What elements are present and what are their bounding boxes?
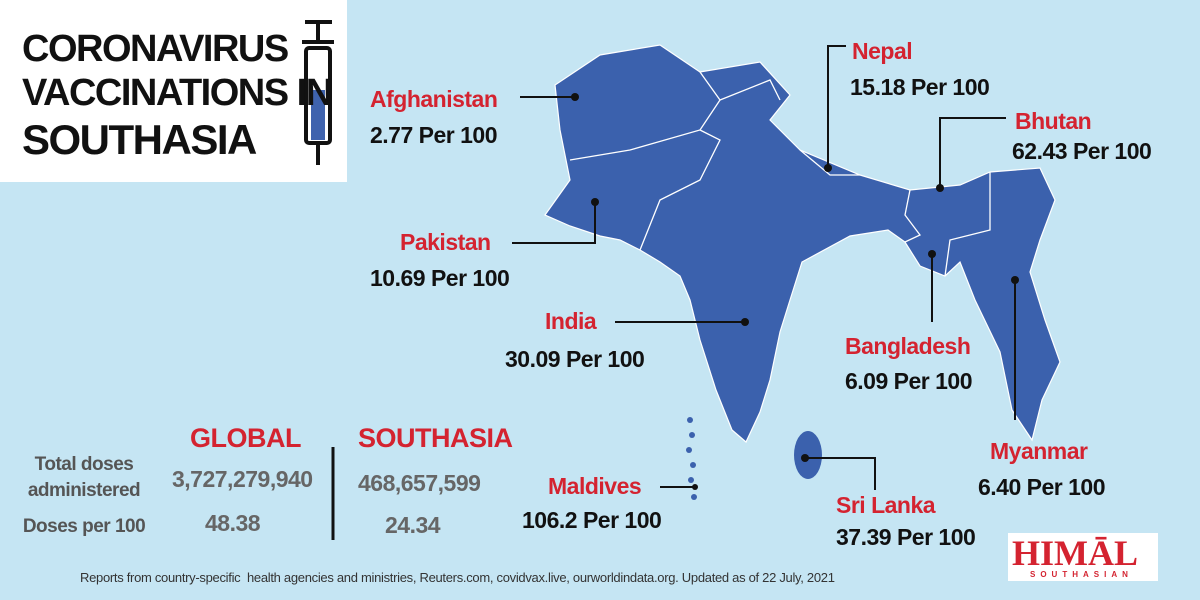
country-name: Bangladesh — [845, 333, 971, 359]
cell-value: 3,727,279,940 — [172, 466, 313, 492]
country-value: 2.77 Per 100 — [370, 122, 498, 148]
logo-name: HIMĀL — [1012, 533, 1138, 573]
title-line: CORONAVIRUS — [22, 28, 289, 70]
logo-box — [1008, 533, 1158, 581]
footer-note: Reports from country-specific health age… — [80, 570, 835, 585]
country-name: Maldives — [548, 473, 642, 499]
country-value: 106.2 Per 100 — [522, 507, 662, 533]
country-name: Bhutan — [1015, 108, 1092, 134]
maldives-islands — [686, 417, 697, 500]
country-value: 30.09 Per 100 — [505, 346, 645, 372]
cell-value: 468,657,599 — [358, 470, 481, 496]
cell-value: 24.34 — [385, 512, 441, 538]
country-value: 10.69 Per 100 — [370, 265, 510, 291]
country-name: Myanmar — [990, 438, 1088, 464]
country-value: 37.39 Per 100 — [836, 524, 976, 550]
country-value: 6.40 Per 100 — [978, 474, 1106, 500]
title-line: SOUTHASIA — [22, 116, 257, 163]
title-box — [0, 0, 347, 182]
row-label: Doses per 100 — [22, 516, 146, 537]
borders — [569, 71, 991, 277]
country-value: 15.18 Per 100 — [850, 74, 990, 100]
cell-value: 48.38 — [205, 510, 261, 536]
table-header: SOUTHASIA — [358, 423, 513, 453]
row-label: Total doses administered — [27, 454, 141, 501]
country-value: 62.43 Per 100 — [1012, 138, 1152, 164]
leader-lines — [512, 45, 1016, 490]
title-line: VACCINATIONS IN — [22, 72, 333, 114]
country-name: Pakistan — [400, 229, 491, 255]
syringe-icon — [302, 20, 334, 165]
country-name: Afghanistan — [370, 86, 498, 112]
country-name: Nepal — [852, 38, 913, 64]
south-asia-land — [544, 44, 1061, 443]
country-name: India — [545, 308, 597, 334]
country-value: 6.09 Per 100 — [845, 368, 973, 394]
leader-dots — [571, 93, 1019, 490]
country-name: Sri Lanka — [836, 492, 936, 518]
logo-sub: SOUTHASIAN — [1030, 570, 1133, 579]
table-header: GLOBAL — [190, 423, 302, 453]
sri-lanka-land — [794, 431, 822, 479]
map — [544, 44, 1061, 500]
